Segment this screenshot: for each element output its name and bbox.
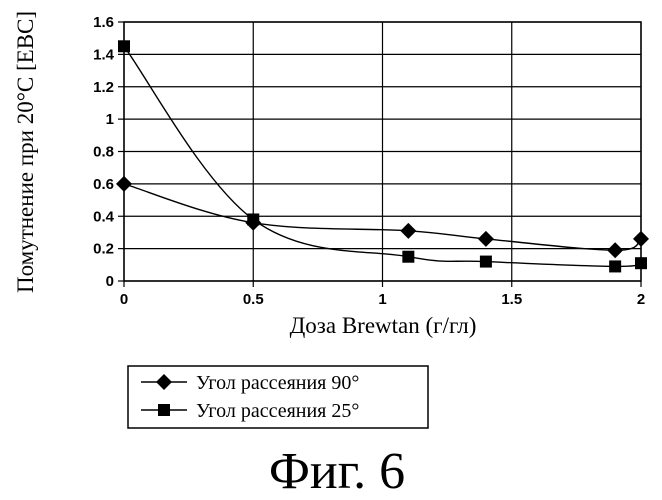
y-axis-label: Помутнение при 20°C [EBC] (13, 11, 38, 293)
y-tick-label: 1.2 (93, 79, 114, 96)
x-tick-label: 2 (637, 291, 645, 308)
point-square (480, 256, 492, 268)
legend-label: Угол рассеяния 90° (196, 372, 359, 394)
legend-marker-square (158, 404, 170, 416)
point-square (402, 251, 414, 263)
point-diamond (478, 231, 494, 247)
x-tick-label: 1.5 (501, 291, 522, 308)
point-diamond (633, 231, 649, 247)
legend: Угол рассеяния 90° Угол рассеяния 25° (128, 366, 428, 428)
legend-marker-diamond (156, 374, 172, 390)
y-tick-label: 0 (106, 273, 114, 290)
legend-label: Угол рассеяния 25° (196, 400, 359, 422)
point-square (118, 40, 130, 52)
point-diamond (116, 176, 132, 192)
point-square (635, 257, 647, 269)
y-tick-label: 0.6 (93, 176, 114, 193)
y-tick-label: 0.2 (93, 241, 114, 258)
point-square (247, 213, 259, 225)
x-tick-label: 0.5 (243, 291, 264, 308)
y-tick-label: 0.8 (93, 144, 114, 161)
y-tick-label: 1 (106, 111, 114, 128)
x-tick-label: 1 (378, 291, 386, 308)
point-diamond (400, 223, 416, 239)
y-tick-label: 0.4 (93, 208, 115, 225)
x-tick-label: 0 (120, 291, 128, 308)
point-diamond (607, 242, 623, 258)
point-square (609, 260, 621, 272)
tick-labels: 0 0.2 0.4 0.6 0.8 1 1.2 1.4 1.6 0 0.5 1 1.5 2 (93, 14, 645, 308)
y-tick-label: 1.4 (93, 46, 115, 63)
figure-caption: Фиг. 6 (269, 443, 405, 500)
y-tick-label: 1.6 (93, 14, 114, 31)
x-axis-label: Доза Brewtan (г/гл) (290, 313, 477, 338)
